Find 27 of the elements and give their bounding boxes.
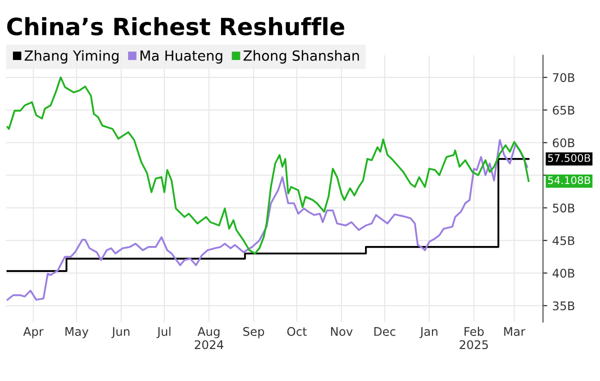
y-tick-label: 70B [552, 73, 574, 82]
x-tick-label: Nov [331, 327, 353, 336]
x-tick-label: Mar [504, 327, 526, 336]
annotation: 54.108B [548, 176, 590, 184]
x-tick-label: Jun [111, 327, 130, 338]
x-tick-label: Apr [23, 327, 44, 338]
y-tick-label: 35B [552, 301, 574, 310]
legend-label: Zhong Shanshan [244, 50, 359, 64]
legend-label: Ma Huateng [140, 50, 222, 64]
line-series [6, 76, 530, 254]
x-tick-label: Aug 2024 [194, 327, 224, 350]
y-tick-label: 40B [552, 268, 574, 278]
y-tick-label: 50B [552, 204, 574, 212]
x-tick-label: May [66, 327, 88, 338]
annotation: 57.500B [548, 154, 590, 162]
chart-title: China’s Richest Reshuffle [7, 17, 344, 36]
x-tick-label: Jul [156, 326, 170, 338]
line-series [6, 139, 528, 301]
x-tick-label: Feb 2025 [460, 326, 488, 350]
x-tick-label: Jan [420, 327, 438, 338]
x-tick-label: Oct [287, 327, 307, 336]
x-tick-label: Dec [374, 327, 396, 336]
x-tick-label: Sep [243, 327, 264, 338]
y-tick-label: 65B [552, 106, 574, 115]
legend-label: Zhang Yiming [24, 50, 118, 64]
y-tick-label: 45B [552, 236, 574, 246]
y-tick-label: 60B [552, 138, 574, 148]
